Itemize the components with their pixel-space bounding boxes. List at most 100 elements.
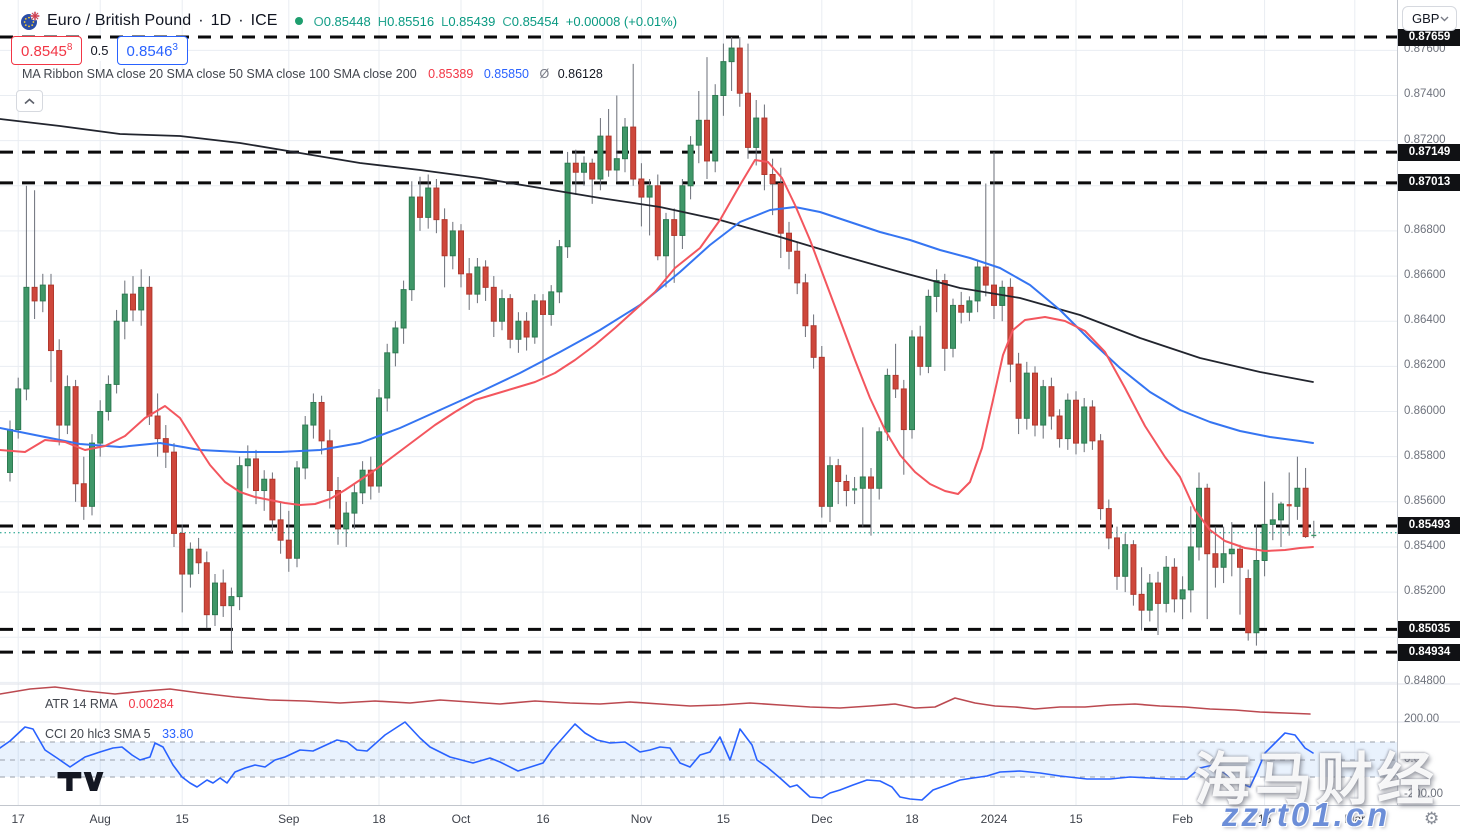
candle	[1064, 399, 1071, 440]
atr-legend[interactable]: ATR 14 RMA 0.00284	[45, 697, 174, 711]
candle	[736, 47, 743, 94]
time-axis-label: 18	[372, 812, 386, 826]
candle	[1089, 406, 1096, 442]
candle	[1073, 399, 1079, 444]
sma-red-line	[0, 159, 1314, 552]
candle	[761, 117, 768, 175]
candle	[966, 300, 973, 313]
ma-value-red: 0.85389	[428, 67, 474, 81]
candle	[1048, 386, 1055, 417]
sma-blue-line	[0, 206, 1314, 453]
price-axis-label: 0.85400	[1404, 539, 1446, 552]
time-axis-label: 15	[1069, 812, 1083, 826]
candle	[572, 162, 579, 173]
price-level-label: 0.84934	[1398, 643, 1460, 661]
currency-selector[interactable]: GBP	[1402, 6, 1457, 31]
candle	[228, 596, 235, 607]
candle	[261, 478, 268, 492]
candle	[753, 117, 760, 148]
ohlc-values: O 0.85448 H 0.85516 L 0.85439 C 0.85454 +0.0…	[313, 13, 678, 29]
candle	[23, 286, 30, 390]
price-axis[interactable]: GBP 0.87600 0.87400 0.87200 0.86800 0.86600 0…	[1397, 0, 1460, 805]
tradingview-logo[interactable]	[57, 772, 104, 796]
timeframe[interactable]: 1D	[210, 12, 232, 29]
atr-value: 0.00284	[128, 697, 174, 711]
candle	[1138, 593, 1145, 611]
candle	[843, 480, 850, 492]
candle	[138, 286, 145, 311]
candle	[310, 401, 317, 426]
time-axis[interactable]: ⚙ 17 Aug 15 Sep 18 Oct 16 Nov 15 Dec 18 2024 15 Feb 15…	[0, 805, 1460, 834]
candle	[425, 187, 432, 218]
symbol-header: Euro / British Pound · 1D · ICE O 0.85448…	[20, 9, 684, 33]
symbol-title[interactable]: Euro / British Pound	[47, 12, 192, 29]
candle	[408, 196, 415, 291]
ma-ribbon-legend[interactable]: MA Ribbon SMA close 20 SMA close 50 SMA …	[22, 67, 603, 81]
candle	[474, 266, 481, 295]
candle	[1187, 546, 1194, 591]
axis-settings-gear-icon[interactable]: ⚙	[1424, 809, 1440, 828]
ask-button[interactable]: 0.85463	[116, 36, 188, 65]
candle	[892, 374, 899, 390]
candle	[441, 219, 448, 257]
time-axis-label: Mar	[1344, 812, 1366, 826]
collapse-legend-button[interactable]	[16, 90, 43, 112]
candle	[294, 467, 300, 559]
price-axis-label: 0.86000	[1404, 404, 1446, 417]
cci-axis-label: -200.00	[1404, 788, 1444, 800]
bid-button[interactable]: 0.85458	[11, 36, 83, 65]
candle	[1245, 578, 1252, 634]
sma-black-line	[0, 118, 1314, 383]
candle	[671, 219, 678, 236]
candle	[1097, 440, 1104, 510]
candle	[1253, 559, 1260, 634]
candle	[236, 465, 243, 598]
candle	[852, 488, 858, 491]
candle	[171, 451, 177, 534]
candle	[605, 135, 612, 171]
candle	[941, 280, 948, 349]
candle	[1114, 537, 1120, 577]
cci-band-layer	[0, 741, 1397, 778]
price-axis-label: 0.86600	[1404, 269, 1446, 282]
candle	[1220, 553, 1227, 568]
market-status-icon[interactable]	[294, 17, 303, 25]
ma-value-blue: 0.85850	[483, 67, 529, 81]
candle	[121, 293, 128, 322]
ma-ribbon-label: MA Ribbon SMA close 20 SMA close 50 SMA …	[22, 67, 417, 81]
price-axis-label: 0.85200	[1404, 585, 1446, 598]
candle	[622, 126, 628, 160]
high-value: 0.85516	[387, 13, 435, 29]
candle	[720, 61, 727, 96]
chevron-down-icon	[1440, 16, 1449, 21]
candle	[343, 512, 350, 530]
candle	[97, 411, 104, 444]
candle	[1302, 487, 1309, 538]
cci-line-layer	[0, 721, 1314, 801]
candle	[663, 219, 669, 257]
separator: ·	[198, 12, 204, 29]
candle	[458, 230, 464, 275]
candle	[1081, 406, 1088, 444]
candle	[1228, 548, 1235, 555]
low-value: 0.85439	[448, 13, 496, 29]
candle	[1015, 363, 1022, 419]
candle	[704, 119, 710, 162]
candle	[113, 320, 120, 385]
level-lines-layer	[0, 35, 1397, 654]
candle	[466, 273, 473, 295]
candle	[1294, 487, 1301, 507]
candle	[1163, 566, 1170, 604]
time-axis-label: 18	[905, 812, 919, 826]
candle	[1311, 534, 1317, 537]
candle	[991, 284, 997, 306]
time-axis-label: Aug	[89, 812, 111, 826]
candle	[1204, 487, 1211, 555]
candle	[786, 232, 792, 252]
candle	[244, 458, 251, 467]
candle	[556, 246, 563, 293]
candle	[859, 476, 866, 489]
price-axis-label: 0.86800	[1404, 223, 1446, 236]
cci-legend[interactable]: CCI 20 hlc3 SMA 5 33.80	[45, 727, 193, 741]
